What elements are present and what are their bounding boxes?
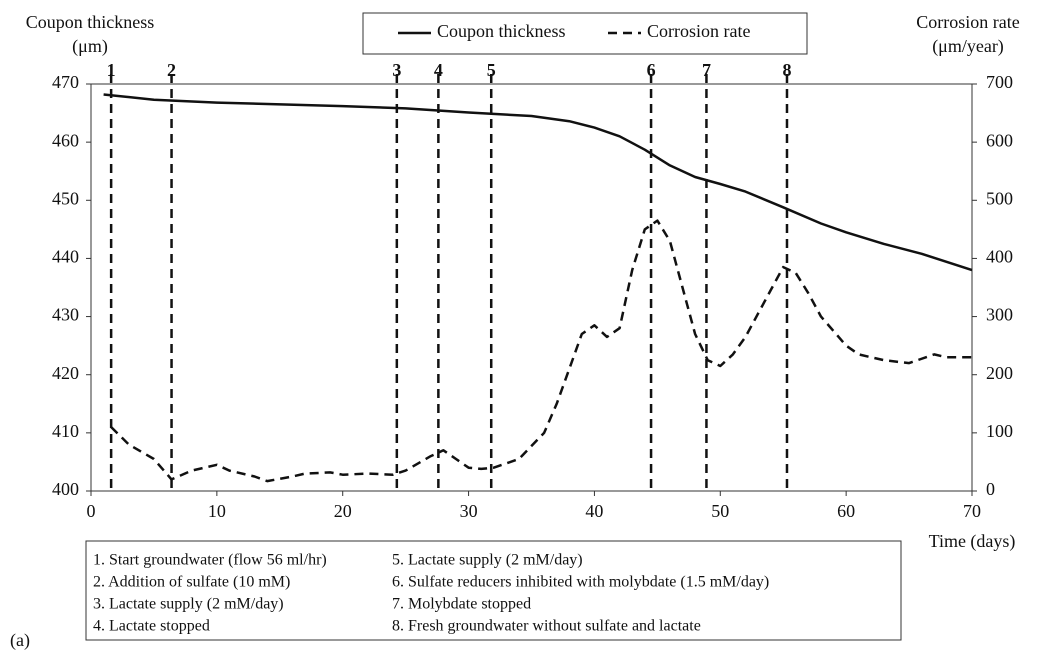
y-tick-label: 410: [52, 421, 79, 441]
y2-tick-label: 700: [986, 72, 1013, 92]
y2-tick-label: 600: [986, 130, 1013, 150]
y2-tick-label: 300: [986, 305, 1013, 325]
x-tick-label: 30: [460, 501, 478, 521]
right-axis-title: (μm/year): [932, 36, 1004, 57]
notes-box: [85, 540, 902, 641]
x-tick-label: 70: [963, 501, 981, 521]
legend-label: Corrosion rate: [647, 21, 750, 41]
left-axis-title: Coupon thickness: [26, 12, 155, 32]
note: 2. Addition of sulfate (10 mM): [93, 574, 290, 591]
x-tick-label: 50: [711, 501, 729, 521]
y-tick-label: 460: [52, 130, 79, 150]
event-label: 7: [702, 60, 711, 80]
note: 7. Molybdate stopped: [392, 596, 531, 613]
event-label: 2: [167, 60, 176, 80]
x-tick-label: 20: [334, 501, 352, 521]
plot-frame: [90, 83, 973, 492]
y2-tick-label: 200: [986, 363, 1013, 383]
event-label: 5: [487, 60, 496, 80]
event-label: 8: [782, 60, 791, 80]
x-tick-label: 0: [87, 501, 96, 521]
y2-tick-label: 100: [986, 421, 1013, 441]
right-axis-title: Corrosion rate: [916, 12, 1019, 32]
panel-label: (a): [10, 630, 30, 651]
note: 1. Start groundwater (flow 56 ml/hr): [93, 552, 327, 569]
y-tick-label: 400: [52, 479, 79, 499]
series-line: [103, 93, 973, 272]
event-label: 6: [647, 60, 656, 80]
x-tick-label: 10: [208, 501, 226, 521]
legend-label: Coupon thickness: [437, 21, 566, 41]
series-line: [110, 219, 972, 483]
y2-tick-label: 500: [986, 188, 1013, 208]
y2-tick-label: 400: [986, 247, 1013, 267]
note: 3. Lactate supply (2 mM/day): [93, 596, 284, 613]
note: 6. Sulfate reducers inhibited with molyb…: [392, 574, 769, 591]
x-tick-label: 40: [585, 501, 603, 521]
event-label: 4: [434, 60, 443, 80]
y2-tick-label: 0: [986, 479, 995, 499]
y-tick-label: 420: [52, 363, 79, 383]
event-label: 1: [107, 60, 116, 80]
event-label: 3: [392, 60, 401, 80]
left-axis-title: (μm): [72, 36, 108, 57]
y-tick-label: 450: [52, 188, 79, 208]
legend-box: [362, 12, 808, 55]
y-tick-label: 470: [52, 72, 79, 92]
note: 8. Fresh groundwater without sulfate and…: [392, 618, 701, 635]
note: 4. Lactate stopped: [93, 618, 210, 635]
x-tick-label: 60: [837, 501, 855, 521]
y-tick-label: 430: [52, 305, 79, 325]
y-tick-label: 440: [52, 247, 79, 267]
x-axis-title: Time (days): [929, 531, 1016, 552]
note: 5. Lactate supply (2 mM/day): [392, 552, 583, 569]
